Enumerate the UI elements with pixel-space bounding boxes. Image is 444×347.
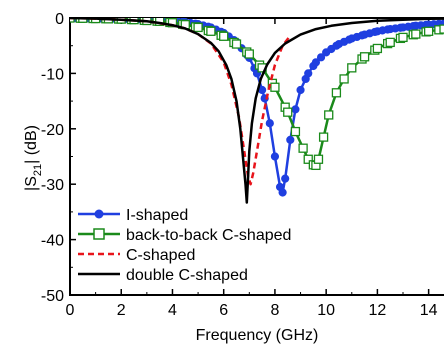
- x-tick-label: 10: [317, 302, 335, 319]
- data-point-back-to-back-c-shaped: [385, 37, 395, 48]
- y-tick-label: 0: [55, 11, 64, 28]
- y-label-subscript: 21: [32, 164, 44, 176]
- data-point-i-shaped: [270, 152, 280, 161]
- legend-label-double-c-shaped: double C-shaped: [126, 267, 248, 284]
- data-point-back-to-back-c-shaped: [167, 18, 178, 28]
- data-point-back-to-back-c-shaped: [70, 18, 75, 23]
- data-point-back-to-back-c-shaped: [206, 26, 216, 36]
- x-tick-label: 14: [420, 302, 438, 319]
- y-tick-label: -10: [41, 66, 64, 83]
- data-point-back-to-back-c-shaped: [244, 49, 254, 59]
- y-label-part: |S: [23, 176, 40, 191]
- data-point-back-to-back-c-shaped: [313, 154, 324, 164]
- data-point-back-to-back-c-shaped: [298, 143, 308, 153]
- data-point-back-to-back-c-shaped: [398, 32, 408, 43]
- data-point-back-to-back-c-shaped: [193, 22, 203, 33]
- data-point-back-to-back-c-shaped: [339, 74, 349, 84]
- data-point-i-shaped: [281, 174, 290, 183]
- legend-label-i-shaped: I-shaped: [126, 207, 188, 224]
- x-tick-label: 4: [168, 302, 177, 319]
- x-tick-label: 2: [117, 302, 126, 319]
- data-point-back-to-back-c-shaped: [347, 63, 357, 73]
- series-line-c-shaped: [70, 18, 292, 186]
- data-point-back-to-back-c-shaped: [372, 43, 383, 54]
- series-line-double-c-shaped: [70, 18, 444, 204]
- y-tick-label: -30: [41, 177, 64, 194]
- x-tick-label: 12: [368, 302, 386, 319]
- y-tick-label: -50: [41, 288, 64, 305]
- data-point-i-shaped: [316, 53, 326, 62]
- y-tick-label: -20: [41, 122, 64, 139]
- y-axis-label: |S21| (dB): [23, 125, 44, 191]
- data-point-i-shaped: [311, 58, 321, 67]
- legend-marker-i-shaped: [94, 209, 104, 219]
- x-tick-label: 0: [66, 302, 75, 319]
- legend: I-shaped back-to-back C-shaped C-shaped dou…: [78, 207, 291, 284]
- y-tick-label: -40: [41, 233, 64, 250]
- data-point-back-to-back-c-shaped: [359, 52, 370, 62]
- y-label-part: | (dB): [23, 125, 40, 164]
- data-point-back-to-back-c-shaped: [423, 26, 434, 36]
- legend-marker-back-to-back-c-shaped: [93, 228, 105, 240]
- data-point-back-to-back-c-shaped: [219, 31, 229, 41]
- data-point-i-shaped: [304, 69, 313, 78]
- data-point-i-shaped: [278, 188, 287, 197]
- data-point-back-to-back-c-shaped: [324, 110, 334, 120]
- data-point-back-to-back-c-shaped: [411, 29, 421, 39]
- x-tick-label: 6: [219, 302, 228, 319]
- data-point-back-to-back-c-shaped: [290, 126, 301, 137]
- x-axis-label: Frequency (GHz): [196, 327, 319, 344]
- data-point-back-to-back-c-shaped: [303, 154, 313, 164]
- data-point-back-to-back-c-shaped: [270, 82, 280, 92]
- legend-label-back-to-back-c-shaped: back-to-back C-shaped: [126, 227, 291, 244]
- data-point-back-to-back-c-shaped: [439, 24, 444, 34]
- axes: 0 2 4 6 8 10 12 14 0 -10 -20 -30 -40 -50: [41, 11, 444, 319]
- data-point-back-to-back-c-shaped: [331, 88, 342, 98]
- data-point-i-shaped: [291, 105, 300, 114]
- data-point-back-to-back-c-shaped: [318, 132, 329, 142]
- data-point-back-to-back-c-shaped: [231, 39, 242, 49]
- legend-label-c-shaped: C-shaped: [126, 247, 195, 264]
- data-point-back-to-back-c-shaped: [283, 107, 293, 117]
- data-point-i-shaped: [265, 119, 274, 128]
- x-tick-label: 8: [270, 302, 279, 319]
- data-point-i-shaped: [296, 85, 305, 95]
- plot-area: [70, 18, 444, 204]
- data-point-i-shaped: [286, 135, 295, 144]
